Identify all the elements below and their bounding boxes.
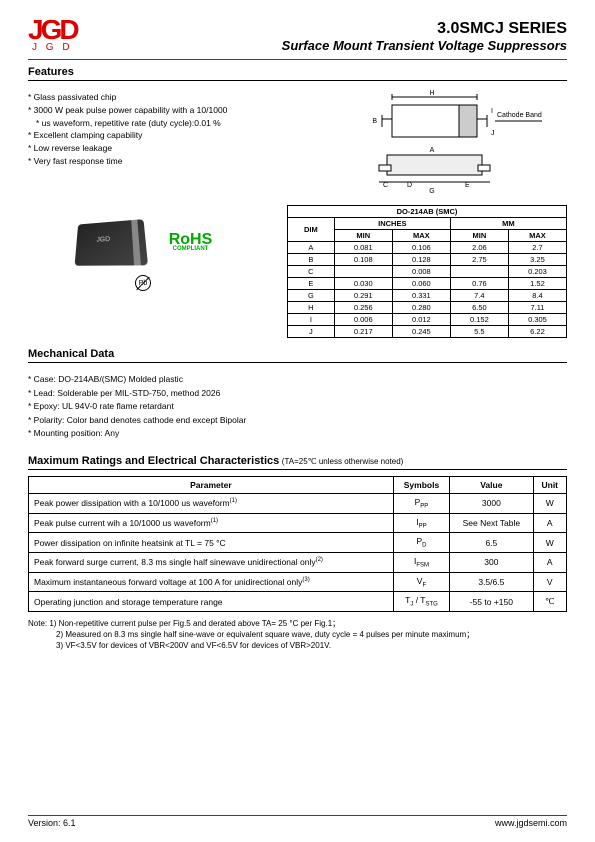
- note-1: Note: 1) Non-repetitive current pulse pe…: [28, 618, 567, 629]
- mech-list: Case: DO-214AB/(SMC) Molded plasticLead:…: [28, 369, 567, 445]
- dimension-table: DO-214AB (SMC) DIMINCHESMM MINMAXMINMAXA…: [287, 205, 567, 338]
- page-subtitle: Surface Mount Transient Voltage Suppress…: [282, 38, 567, 53]
- mech-title: Mechanical Data: [28, 348, 567, 360]
- title-block: 3.0SMCJ SERIES Surface Mount Transient V…: [282, 20, 567, 53]
- svg-text:I: I: [491, 108, 493, 115]
- mech-item: Lead: Solderable per MIL-STD-750, method…: [28, 387, 567, 401]
- feature-item: Low reverse leakage: [28, 142, 227, 155]
- footer: Version: 6.1 www.jgdsemi.com: [28, 815, 567, 828]
- ratings-table: ParameterSymbolsValueUnitPeak power diss…: [28, 476, 567, 612]
- svg-text:E: E: [465, 182, 470, 189]
- feature-item: Glass passivated chip: [28, 91, 227, 104]
- divider: [28, 59, 567, 60]
- divider: [28, 362, 567, 363]
- header-row: JGD J G D 3.0SMCJ SERIES Surface Mount T…: [28, 20, 567, 53]
- mech-item: Epoxy: UL 94V-0 rate flame retardant: [28, 400, 567, 414]
- svg-text:B: B: [372, 118, 377, 125]
- feature-item: Excellent clamping capability: [28, 129, 227, 142]
- notes: Note: 1) Non-repetitive current pulse pe…: [28, 618, 567, 652]
- ratings-cond: (TA=25℃ unless otherwise noted): [282, 457, 404, 466]
- rohs-badge: RoHS COMPLIANT: [169, 234, 213, 252]
- feature-item: Very fast response time: [28, 155, 227, 168]
- pb-free-icon: Pb: [135, 275, 151, 291]
- package-diagram: H B Cathode Band I J A C D E G: [347, 87, 567, 197]
- chip-area: RoHS COMPLIANT Pb: [28, 205, 258, 291]
- feature-item: 3000 W peak pulse power capability with …: [28, 104, 227, 117]
- rohs-sub: COMPLIANT: [169, 247, 213, 252]
- features-list: Glass passivated chip3000 W peak pulse p…: [28, 87, 227, 197]
- mech-item: Mounting position: Any: [28, 427, 567, 441]
- ratings-title: Maximum Ratings and Electrical Character…: [28, 455, 279, 467]
- svg-text:Cathode Band: Cathode Band: [497, 112, 542, 119]
- mech-item: Polarity: Color band denotes cathode end…: [28, 414, 567, 428]
- svg-text:G: G: [429, 188, 434, 195]
- note-2: 2) Measured on 8.3 ms single half sine-w…: [28, 629, 567, 640]
- page-title: 3.0SMCJ SERIES: [282, 20, 567, 38]
- svg-text:D: D: [407, 182, 412, 189]
- mech-item: Case: DO-214AB/(SMC) Molded plastic: [28, 373, 567, 387]
- ratings-header: Maximum Ratings and Electrical Character…: [28, 455, 567, 467]
- chip-image: [74, 219, 147, 266]
- logo-text: J G D: [32, 42, 73, 53]
- version: Version: 6.1: [28, 818, 76, 828]
- footer-url: www.jgdsemi.com: [495, 818, 567, 828]
- features-title: Features: [28, 66, 567, 78]
- mid-row: RoHS COMPLIANT Pb DO-214AB (SMC) DIMINCH…: [28, 205, 567, 338]
- svg-text:A: A: [430, 147, 435, 154]
- divider: [28, 469, 567, 470]
- divider: [28, 80, 567, 81]
- svg-text:H: H: [429, 90, 434, 97]
- svg-text:J: J: [491, 130, 495, 137]
- logo-mark: JGD: [28, 20, 77, 40]
- features-row: Glass passivated chip3000 W peak pulse p…: [28, 87, 567, 197]
- svg-text:C: C: [383, 182, 388, 189]
- logo: JGD J G D: [28, 20, 77, 53]
- note-3: 3) VF<3.5V for devices of VBR<200V and V…: [28, 640, 567, 651]
- feature-item: us waveform, repetitive rate (duty cycle…: [28, 117, 227, 130]
